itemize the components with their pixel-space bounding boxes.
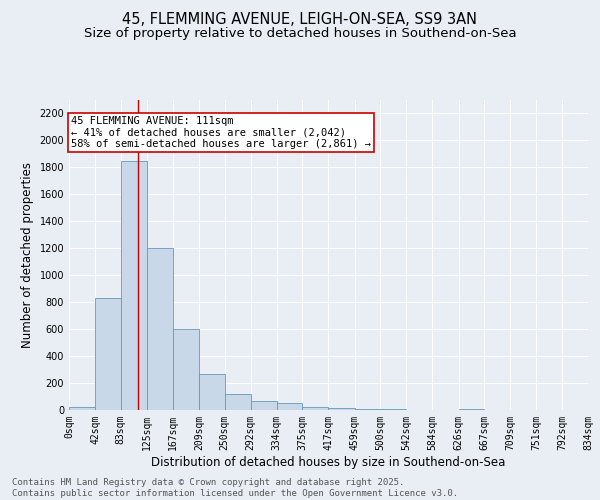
Text: Contains HM Land Registry data © Crown copyright and database right 2025.
Contai: Contains HM Land Registry data © Crown c… <box>12 478 458 498</box>
Bar <box>199 374 224 410</box>
Bar <box>302 408 329 410</box>
Bar <box>224 394 251 410</box>
Bar <box>355 408 380 410</box>
Text: 45, FLEMMING AVENUE, LEIGH-ON-SEA, SS9 3AN: 45, FLEMMING AVENUE, LEIGH-ON-SEA, SS9 3… <box>122 12 478 28</box>
Bar <box>121 160 147 410</box>
Bar <box>147 248 173 410</box>
Bar <box>277 404 302 410</box>
Bar <box>173 329 199 410</box>
Text: 45 FLEMMING AVENUE: 111sqm
← 41% of detached houses are smaller (2,042)
58% of s: 45 FLEMMING AVENUE: 111sqm ← 41% of deta… <box>71 116 371 150</box>
Text: Size of property relative to detached houses in Southend-on-Sea: Size of property relative to detached ho… <box>83 28 517 40</box>
Y-axis label: Number of detached properties: Number of detached properties <box>21 162 34 348</box>
Bar <box>95 298 121 410</box>
Bar <box>251 400 277 410</box>
X-axis label: Distribution of detached houses by size in Southend-on-Sea: Distribution of detached houses by size … <box>151 456 506 468</box>
Bar <box>69 408 95 410</box>
Bar <box>329 408 355 410</box>
